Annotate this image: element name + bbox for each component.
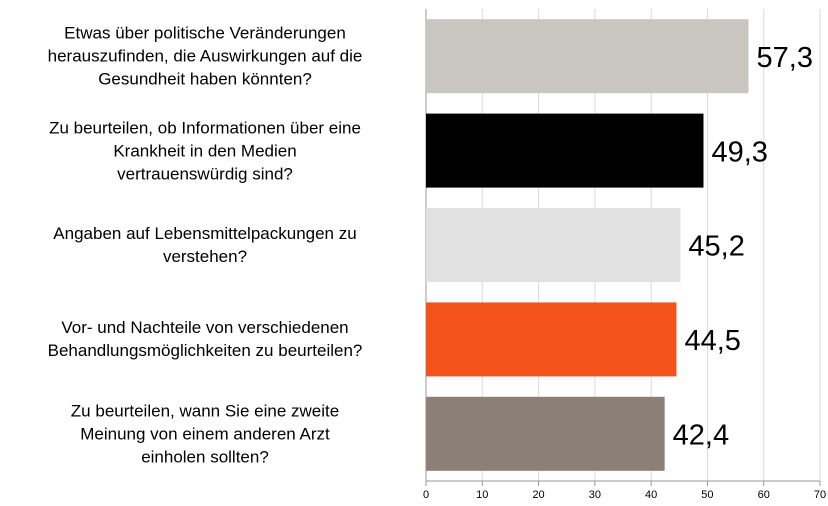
value-label: 49,3 xyxy=(711,136,767,168)
bar xyxy=(426,302,677,377)
x-tick-label: 40 xyxy=(645,489,657,501)
bar xyxy=(426,113,704,188)
x-tick-label: 10 xyxy=(476,489,488,501)
category-label: Etwas über politische Veränderungen hera… xyxy=(47,23,363,89)
category-label: Zu beurteilen, wann Sie eine zweite Mein… xyxy=(70,401,340,467)
x-tick-label: 0 xyxy=(423,489,429,501)
category-label: Angaben auf Lebensmittelpackungen zu ver… xyxy=(53,224,357,266)
x-tick-label: 30 xyxy=(589,489,601,501)
category-label: Vor- und Nachteile von verschiedenen Beh… xyxy=(47,318,363,361)
value-label: 57,3 xyxy=(757,42,813,74)
value-label: 42,4 xyxy=(673,419,729,451)
category-label: Zu beurteilen, ob Informationen über ein… xyxy=(49,118,361,184)
x-tick-label: 60 xyxy=(758,489,770,501)
value-label: 45,2 xyxy=(688,231,744,263)
value-label: 44,5 xyxy=(684,325,740,357)
bar xyxy=(426,208,681,282)
x-tick-label: 50 xyxy=(701,489,713,501)
bar xyxy=(426,19,749,94)
bar xyxy=(426,396,665,471)
x-tick-label: 20 xyxy=(532,489,544,501)
x-tick-label: 70 xyxy=(814,489,826,501)
